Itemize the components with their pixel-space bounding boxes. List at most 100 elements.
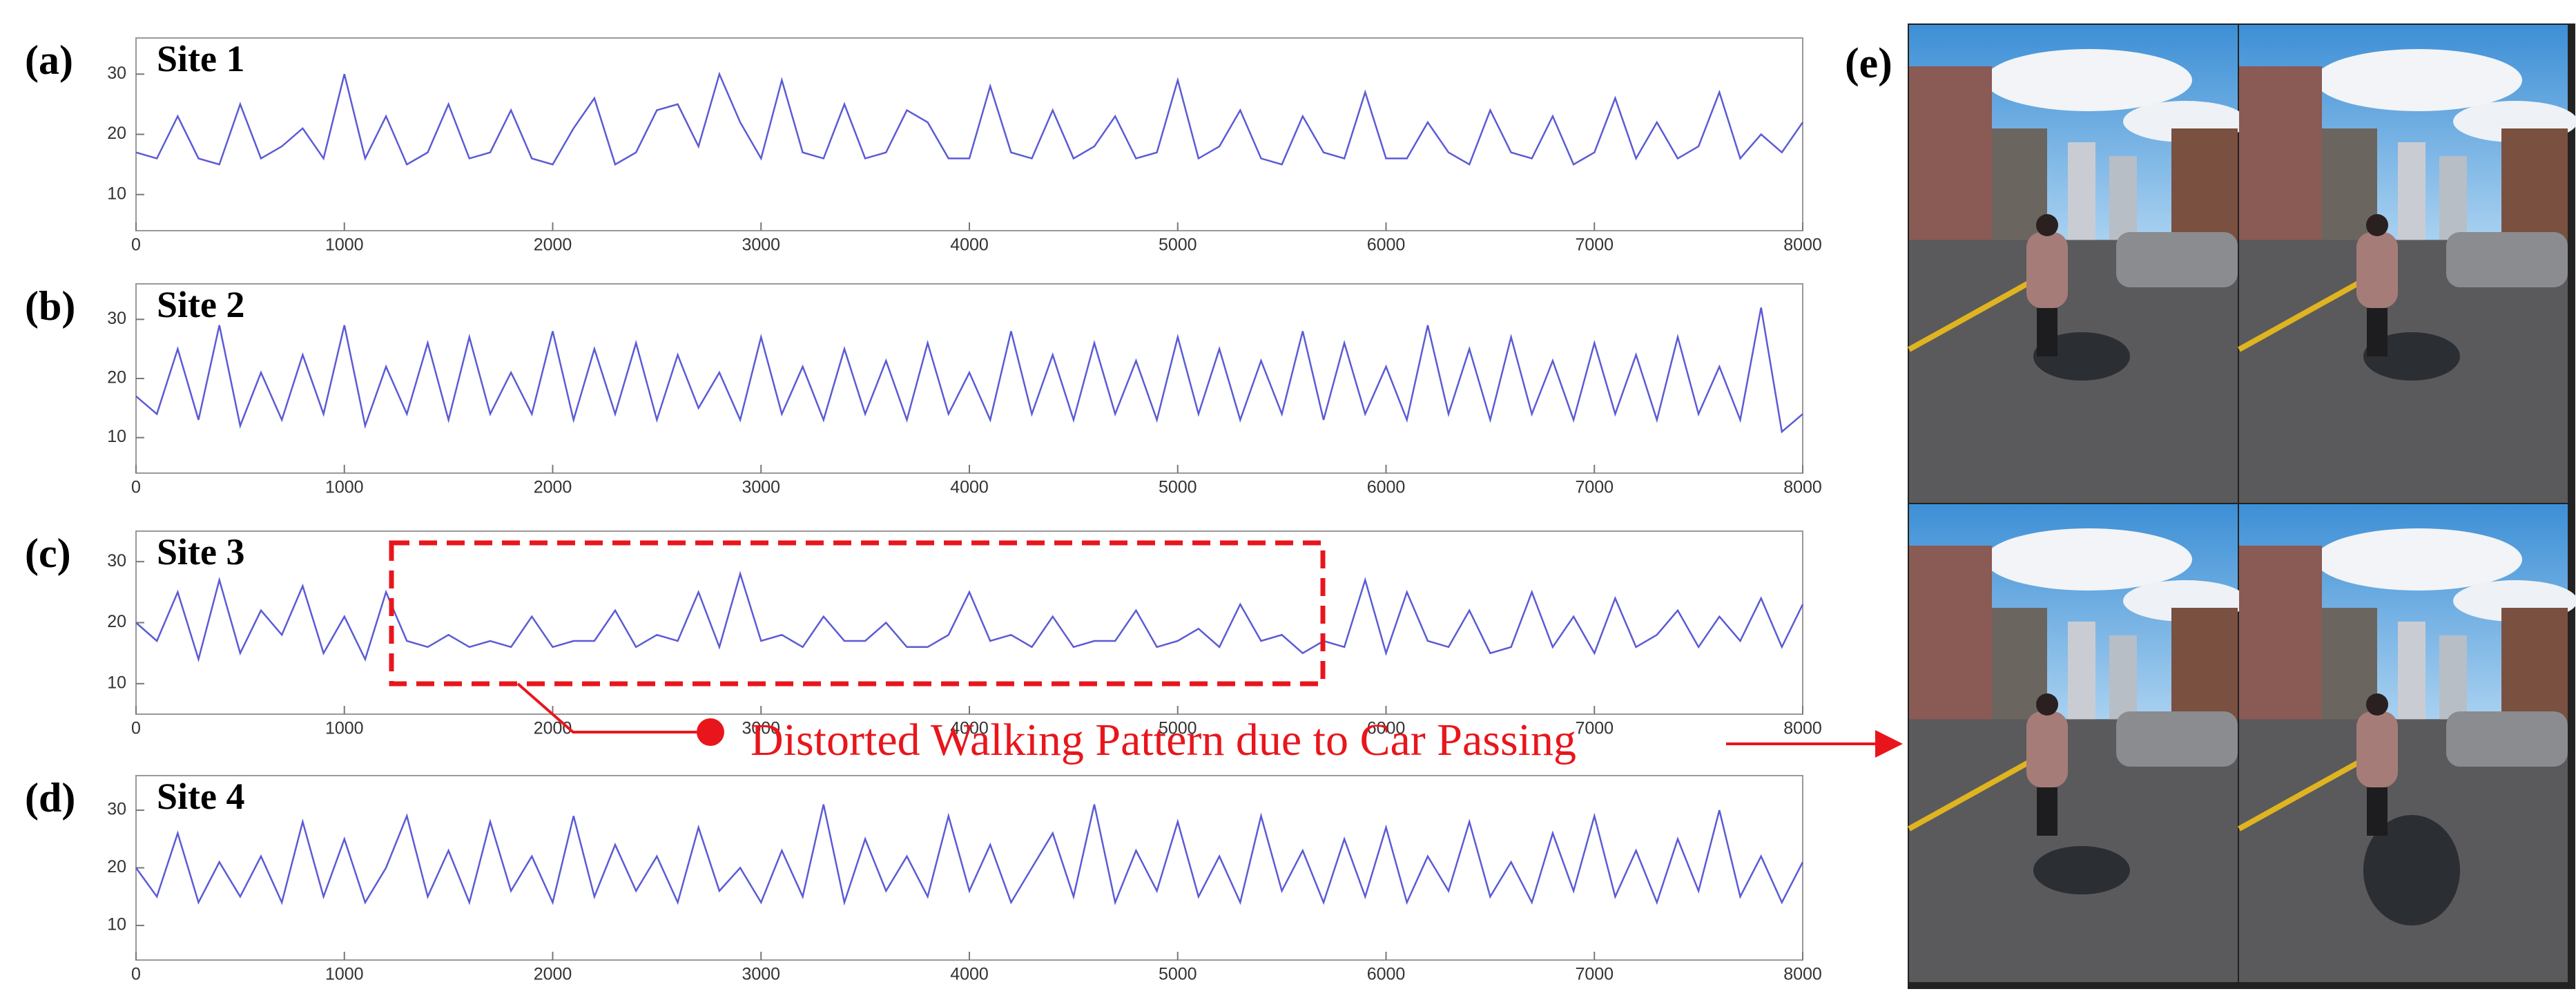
plot-area <box>135 37 1803 231</box>
x-tick-label: 0 <box>131 965 141 984</box>
x-tick-label: 4000 <box>950 965 989 984</box>
y-tick-label: 20 <box>107 368 126 387</box>
person <box>2356 232 2398 308</box>
y-tick-label: 30 <box>107 309 126 328</box>
person <box>2026 711 2068 787</box>
building <box>2398 142 2425 246</box>
y-tick-label: 30 <box>107 64 126 83</box>
y-tick-label: 10 <box>107 427 126 446</box>
cloud <box>1985 49 2192 111</box>
highlight-box <box>389 540 1326 687</box>
photo-panel <box>1908 23 2576 989</box>
panel-label: (c) <box>25 530 71 576</box>
building <box>2439 635 2467 725</box>
car <box>2116 232 2238 287</box>
x-tick-label: 4000 <box>950 236 989 255</box>
chart-title: Site 2 <box>157 284 245 325</box>
x-tick-label: 7000 <box>1575 478 1614 497</box>
x-tick-label: 5000 <box>1159 478 1197 497</box>
panel-label: (b) <box>25 283 75 329</box>
x-tick-label: 8000 <box>1783 478 1822 497</box>
building <box>2109 635 2137 725</box>
x-tick-label: 5000 <box>1159 965 1197 984</box>
x-tick-label: 7000 <box>1575 719 1614 738</box>
person <box>2356 711 2398 787</box>
x-tick-label: 7000 <box>1575 965 1614 984</box>
x-tick-label: 6000 <box>1367 719 1406 738</box>
chart-title: Site 3 <box>157 531 245 573</box>
car <box>2446 232 2568 287</box>
cloud <box>2315 49 2522 111</box>
lane-line <box>1908 278 2035 352</box>
x-tick-label: 0 <box>131 719 141 738</box>
signal-line <box>135 804 1804 906</box>
x-tick-label: 6000 <box>1367 965 1406 984</box>
y-tick-label: 30 <box>107 800 126 819</box>
x-tick-label: 2000 <box>534 236 572 255</box>
head <box>2036 214 2058 236</box>
x-tick-label: 4000 <box>950 719 989 738</box>
photo <box>1908 25 2247 503</box>
cloud <box>1985 528 2192 591</box>
puddle <box>2363 815 2460 926</box>
puddle <box>2033 846 2130 894</box>
cloud <box>2315 528 2522 591</box>
x-tick-label: 8000 <box>1783 965 1822 984</box>
lane-line <box>1908 757 2035 832</box>
photo <box>2238 504 2576 982</box>
x-tick-label: 1000 <box>325 965 364 984</box>
panel-label: (d) <box>25 775 75 821</box>
annotation: Distorted Walking Pattern due to Car Pas… <box>750 715 1576 765</box>
x-tick-label: 3000 <box>742 719 780 738</box>
panel-label: (a) <box>25 37 73 83</box>
signal-line <box>135 71 1804 166</box>
x-tick-label: 7000 <box>1575 236 1614 255</box>
y-tick-label: 20 <box>107 857 126 876</box>
building <box>2068 142 2095 246</box>
x-tick-label: 0 <box>131 236 141 255</box>
chart-title: Site 1 <box>157 38 245 79</box>
x-tick-label: 5000 <box>1159 719 1197 738</box>
plot-area <box>135 283 1803 474</box>
panel-label: (e) <box>1845 40 1892 87</box>
x-tick-label: 3000 <box>742 236 780 255</box>
x-tick-label: 2000 <box>534 478 572 497</box>
x-tick-label: 4000 <box>950 478 989 497</box>
car <box>2116 711 2238 767</box>
y-tick-label: 20 <box>107 124 126 143</box>
photo <box>1908 504 2247 982</box>
building <box>2068 622 2095 725</box>
chart-title: Site 4 <box>157 776 245 817</box>
y-tick-label: 30 <box>107 551 126 570</box>
x-tick-label: 1000 <box>325 719 364 738</box>
x-tick-label: 0 <box>131 478 141 497</box>
car <box>2446 711 2568 767</box>
x-tick-label: 2000 <box>534 719 572 738</box>
x-tick-label: 3000 <box>742 965 780 984</box>
y-tick-label: 20 <box>107 612 126 631</box>
x-tick-label: 3000 <box>742 478 780 497</box>
x-tick-label: 6000 <box>1367 478 1406 497</box>
head <box>2036 693 2058 716</box>
lane-line <box>2238 278 2365 352</box>
legs <box>2367 308 2388 356</box>
building <box>2439 156 2467 246</box>
connector <box>516 682 697 733</box>
person <box>2026 232 2068 308</box>
head <box>2366 693 2388 716</box>
signal-line <box>135 570 1804 663</box>
plot-area <box>135 530 1803 715</box>
signal-line <box>135 307 1803 434</box>
x-tick-label: 5000 <box>1159 236 1197 255</box>
building <box>2109 156 2137 246</box>
building <box>2398 622 2425 725</box>
legs <box>2037 787 2057 836</box>
x-tick-label: 6000 <box>1367 236 1406 255</box>
y-tick-label: 10 <box>107 184 126 203</box>
y-tick-label: 10 <box>107 915 126 934</box>
lane-line <box>2238 757 2365 832</box>
legs <box>2037 308 2057 356</box>
legs <box>2367 787 2388 836</box>
x-tick-label: 8000 <box>1783 236 1822 255</box>
